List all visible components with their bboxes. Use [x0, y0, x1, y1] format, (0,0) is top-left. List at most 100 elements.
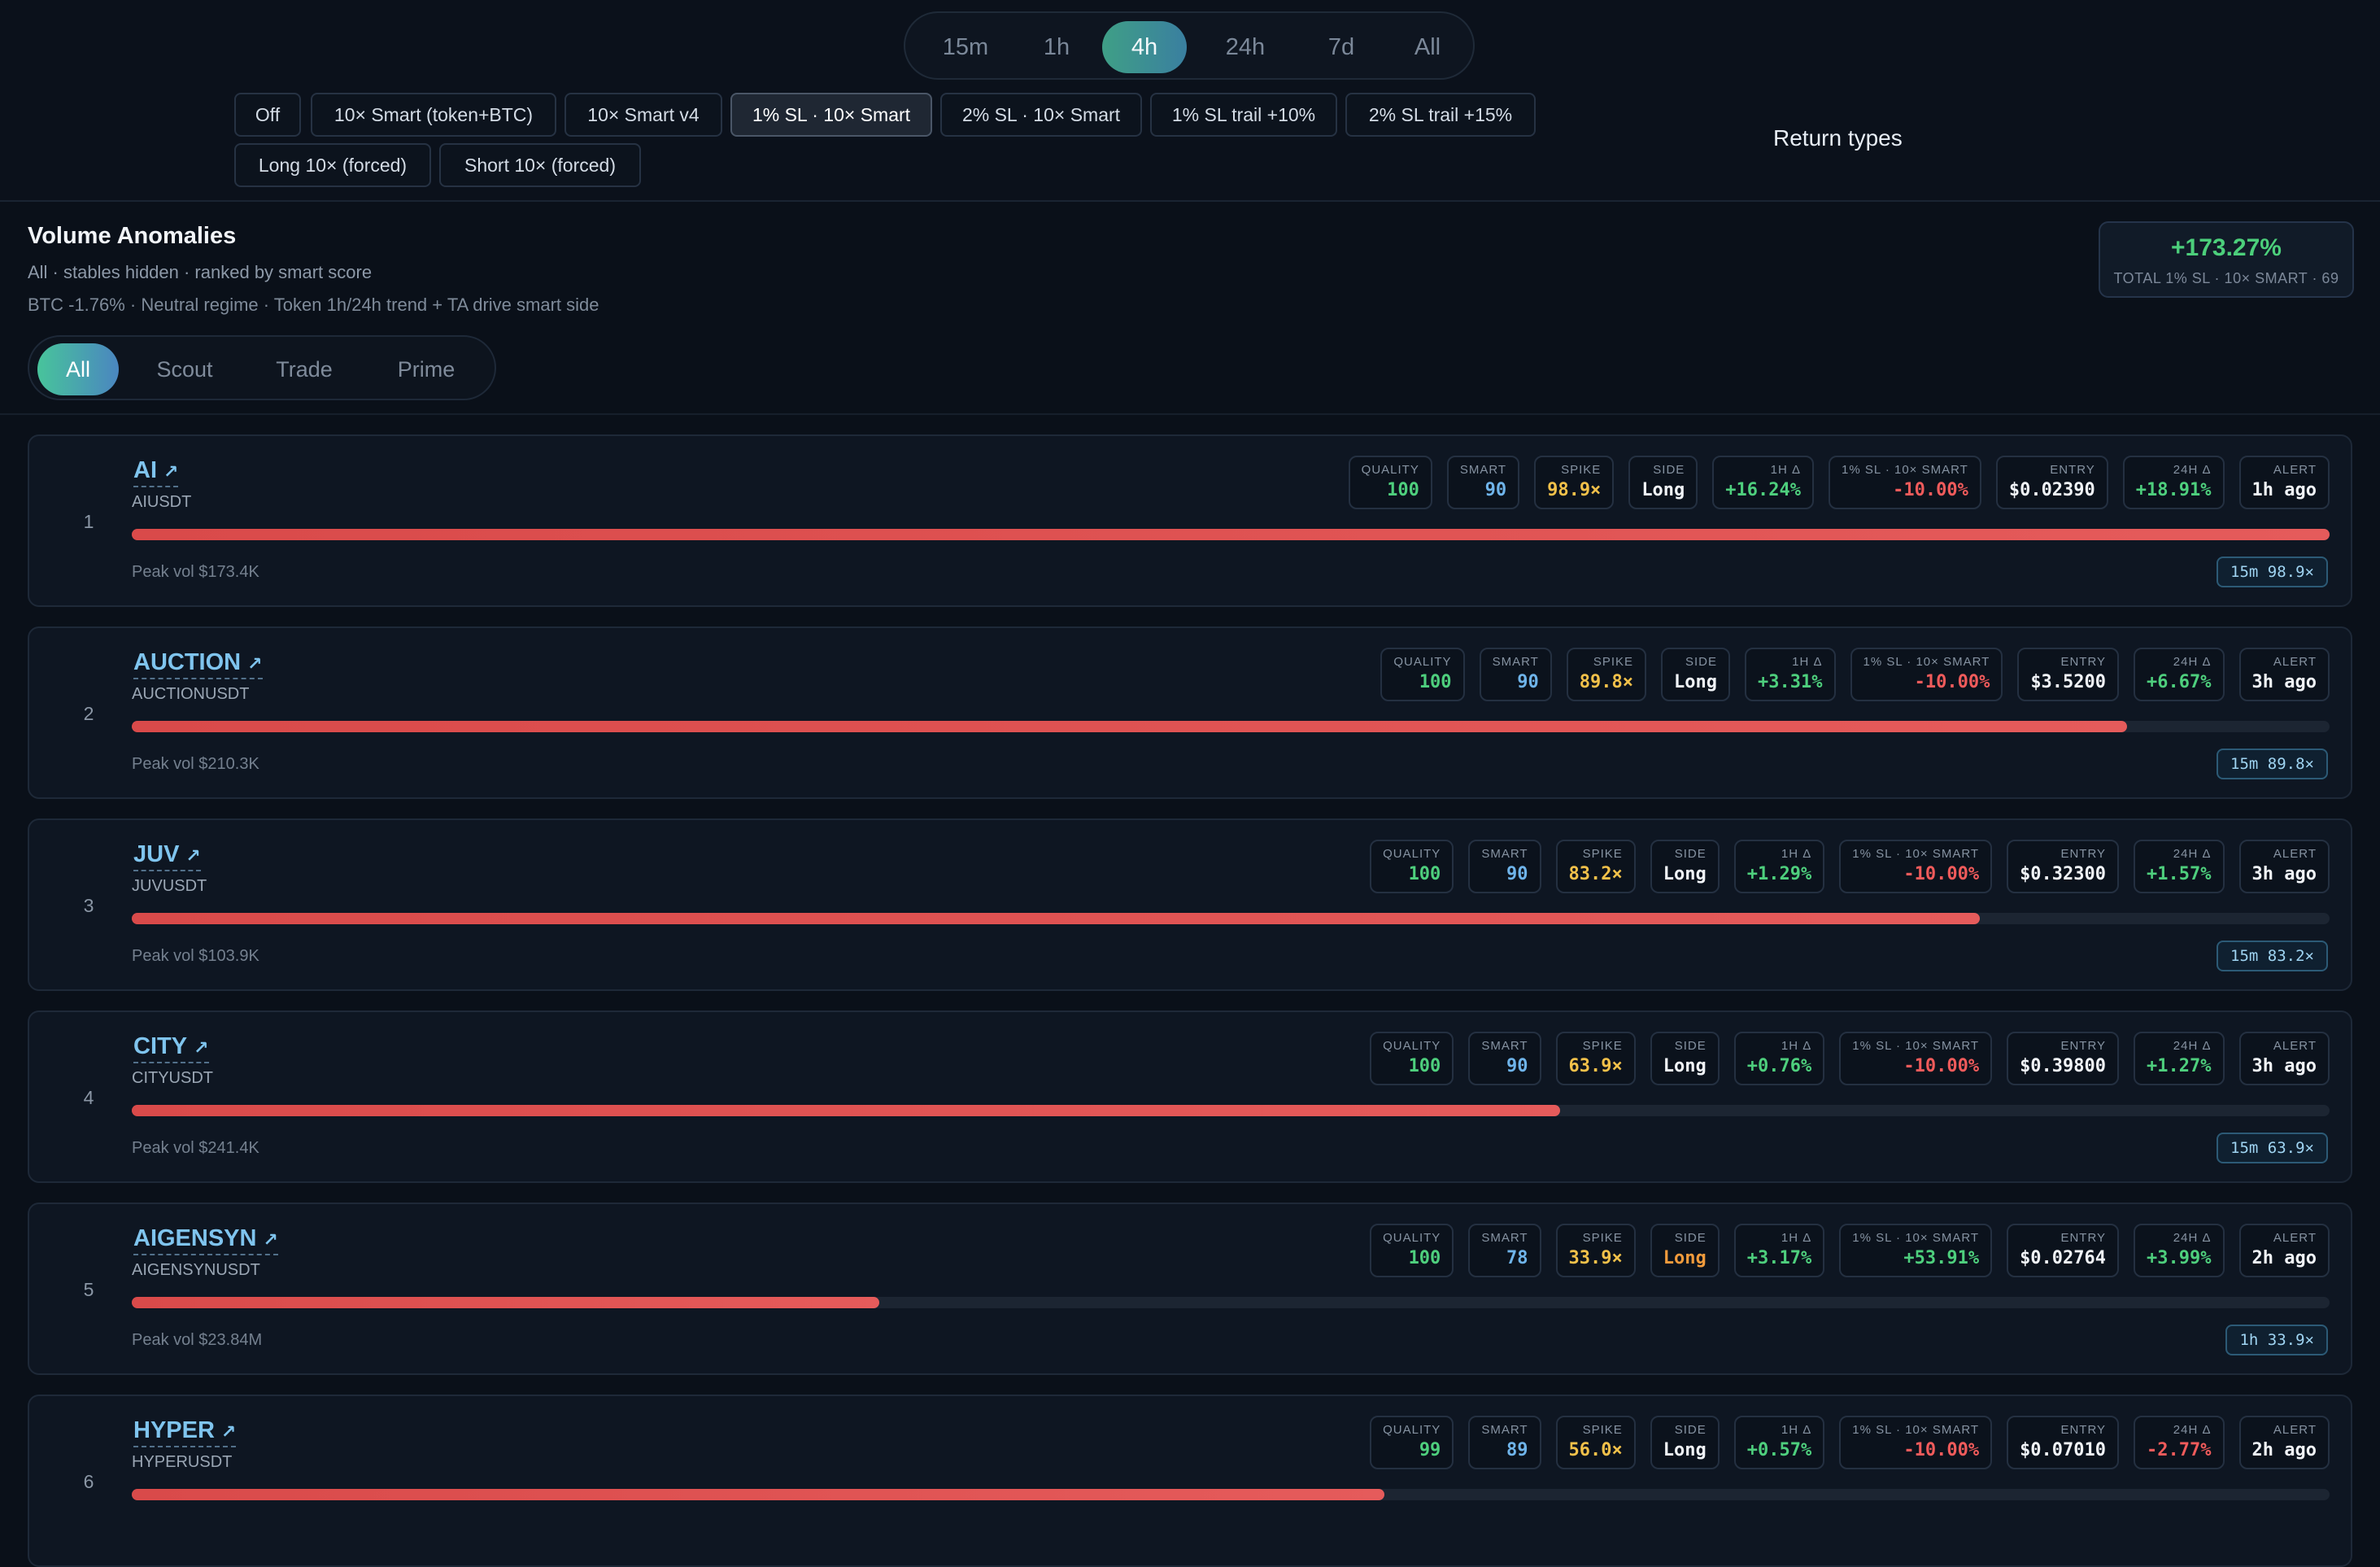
metric-spike-value: 33.9× — [1568, 1248, 1623, 1268]
metric-1h-change: 1H Δ +0.76% — [1733, 1032, 1825, 1085]
metric-side-label: SIDE — [1653, 463, 1685, 477]
mode-2pct-sl-10x-smart[interactable]: 2% SL · 10× Smart — [940, 93, 1142, 137]
tab-scout[interactable]: Scout — [156, 356, 213, 382]
mode-2pct-sl-trail-15[interactable]: 2% SL trail +15% — [1345, 93, 1536, 137]
timeframe-15m[interactable]: 15m — [942, 33, 989, 60]
metric-quality: QUALITY 99 — [1370, 1416, 1454, 1469]
anomaly-row[interactable]: 5 AIGENSYN ↗ AIGENSYNUSDT Peak vol $23.84M 1h… — [28, 1203, 2352, 1375]
metric-spike-label: SPIKE — [1582, 1039, 1623, 1053]
metric-alert-label: ALERT — [2273, 655, 2317, 669]
metric-alert: ALERT 2h ago — [2238, 1224, 2330, 1277]
metric-alert: ALERT 3h ago — [2238, 1032, 2330, 1085]
metric-24h-change: 24H Δ +18.91% — [2122, 456, 2225, 509]
spike-bar-fill — [132, 529, 2330, 540]
timeframe-1h[interactable]: 1h — [1043, 33, 1070, 60]
metric-1h-change-value: +3.17% — [1746, 1248, 1812, 1268]
spike-bar-fill — [132, 1489, 1385, 1500]
mode-10x-smart-token-btc[interactable]: 10× Smart (token+BTC) — [311, 93, 556, 137]
spike-chip: 15m 98.9× — [2217, 557, 2328, 587]
timeframe-all[interactable]: All — [1414, 33, 1441, 60]
metric-24h-change: 24H Δ +6.67% — [2134, 648, 2225, 701]
metric-side-value: Long — [1663, 1056, 1707, 1076]
metric-quality-value: 99 — [1419, 1440, 1441, 1460]
anomaly-row[interactable]: 3 JUV ↗ JUVUSDT Peak vol $103.9K 15m 83.2× QUA… — [28, 818, 2352, 991]
tab-prime[interactable]: Prime — [397, 356, 456, 382]
spike-chip: 1h 33.9× — [2225, 1325, 2328, 1355]
timeframe-7d[interactable]: 7d — [1327, 33, 1355, 60]
metric-alert-value: 3h ago — [2251, 1056, 2317, 1076]
token-link[interactable]: CITY ↗ — [133, 1033, 209, 1063]
metric-smart-label: SMART — [1481, 1423, 1528, 1437]
token-link[interactable]: AUCTION ↗ — [133, 649, 263, 679]
mode-1pct-sl-10x-smart[interactable]: 1% SL · 10× Smart — [730, 93, 932, 137]
token-link[interactable]: AIGENSYN ↗ — [133, 1225, 278, 1255]
metric-1h-change-label: 1H Δ — [1781, 1423, 1812, 1437]
metric-quality-label: QUALITY — [1383, 1231, 1441, 1245]
anomaly-row[interactable]: 6 HYPER ↗ HYPERUSDT QUALITY 99 SMART 89 SPIKE 56.… — [28, 1395, 2352, 1567]
metric-entry: ENTRY $0.02764 — [2007, 1224, 2120, 1277]
metric-smart-label: SMART — [1481, 1039, 1528, 1053]
metric-return: 1% SL · 10× SMART +53.91% — [1839, 1224, 1993, 1277]
spike-bar — [132, 1489, 2330, 1500]
metric-spike: SPIKE 98.9× — [1534, 456, 1615, 509]
metric-alert: ALERT 2h ago — [2238, 1416, 2330, 1469]
mode-long-10x-forced[interactable]: Long 10× (forced) — [234, 143, 431, 187]
metric-1h-change-label: 1H Δ — [1781, 1231, 1812, 1245]
metric-smart-value: 90 — [1484, 480, 1507, 500]
token-symbol: CITY — [133, 1033, 188, 1059]
mode-off[interactable]: Off — [234, 93, 301, 137]
metric-return-value: -10.00% — [1914, 672, 1990, 692]
metric-alert: ALERT 3h ago — [2238, 840, 2330, 893]
anomaly-row[interactable]: 1 AI ↗ AIUSDT Peak vol $173.4K 15m 98.9× QUALI… — [28, 434, 2352, 607]
token-link[interactable]: JUV ↗ — [133, 841, 201, 871]
peak-volume: Peak vol $23.84M — [132, 1331, 263, 1349]
timeframe-4h[interactable]: 4h — [1102, 21, 1187, 73]
page-subtitle: All · stables hidden · ranked by smart s… — [28, 262, 373, 282]
metric-quality-value: 100 — [1408, 1248, 1441, 1268]
metric-entry: ENTRY $3.5200 — [2017, 648, 2120, 701]
metric-alert: ALERT 1h ago — [2238, 456, 2330, 509]
token-symbol: AI — [133, 457, 157, 483]
timeframe-24h[interactable]: 24h — [1225, 33, 1266, 60]
row-rank: 1 — [83, 511, 94, 532]
metrics-group: QUALITY 100 SMART 78 SPIKE 33.9× SIDE Long 1H Δ +… — [1370, 1224, 2330, 1277]
external-link-icon: ↗ — [163, 461, 179, 482]
anomaly-row[interactable]: 4 CITY ↗ CITYUSDT Peak vol $241.4K 15m 63.9× Q… — [28, 1010, 2352, 1183]
metric-alert-label: ALERT — [2273, 463, 2317, 477]
mode-short-10x-forced[interactable]: Short 10× (forced) — [439, 143, 641, 187]
metric-smart-value: 90 — [1517, 672, 1539, 692]
metric-return-value: -10.00% — [1903, 1440, 1980, 1460]
anomaly-row[interactable]: 2 AUCTION ↗ AUCTIONUSDT Peak vol $210.3K 15m … — [28, 626, 2352, 799]
metric-smart: SMART 90 — [1479, 648, 1552, 701]
token-link[interactable]: AI ↗ — [133, 457, 179, 487]
trading-pair: JUVUSDT — [132, 877, 207, 895]
metric-spike-label: SPIKE — [1582, 1423, 1623, 1437]
spike-bar-fill — [132, 1105, 1561, 1116]
metric-spike: SPIKE 83.2× — [1555, 840, 1636, 893]
top-bar: 15m 1h 4h 24h 7d All Off 10× Smart (toke… — [0, 0, 2380, 202]
external-link-icon: ↗ — [194, 1037, 209, 1058]
metric-24h-change-label: 24H Δ — [2173, 1039, 2212, 1053]
token-link[interactable]: HYPER ↗ — [133, 1417, 237, 1447]
metric-side-label: SIDE — [1674, 1231, 1707, 1245]
metric-alert-value: 1h ago — [2251, 480, 2317, 500]
spike-bar-fill — [132, 1297, 879, 1308]
metric-alert: ALERT 3h ago — [2238, 648, 2330, 701]
peak-volume: Peak vol $103.9K — [132, 947, 259, 965]
tab-all[interactable]: All — [37, 343, 119, 395]
metric-alert-label: ALERT — [2273, 1231, 2317, 1245]
metric-smart-label: SMART — [1492, 655, 1539, 669]
metric-24h-change: 24H Δ +3.99% — [2134, 1224, 2225, 1277]
metric-alert-value: 3h ago — [2251, 672, 2317, 692]
mode-1pct-sl-trail-10[interactable]: 1% SL trail +10% — [1150, 93, 1337, 137]
metric-smart-label: SMART — [1481, 1231, 1528, 1245]
metric-quality-label: QUALITY — [1383, 1423, 1441, 1437]
metric-24h-change-value: +18.91% — [2135, 480, 2212, 500]
metric-entry-label: ENTRY — [2060, 1231, 2107, 1245]
metrics-group: QUALITY 100 SMART 90 SPIKE 89.8× SIDE Long 1H Δ +… — [1380, 648, 2330, 701]
mode-10x-smart-v4[interactable]: 10× Smart v4 — [564, 93, 722, 137]
metric-24h-change: 24H Δ +1.57% — [2134, 840, 2225, 893]
metrics-group: QUALITY 99 SMART 89 SPIKE 56.0× SIDE Long 1H Δ +0… — [1370, 1416, 2330, 1469]
metric-smart: SMART 89 — [1468, 1416, 1541, 1469]
tab-trade[interactable]: Trade — [276, 356, 333, 382]
